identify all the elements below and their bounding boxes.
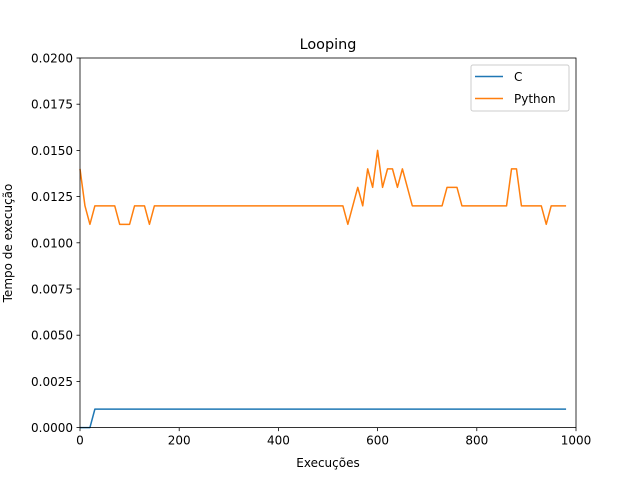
y-tick-label: 0.0075: [31, 283, 73, 297]
x-tick-label: 200: [168, 434, 191, 448]
x-axis: 0 200 400 600 800 1000: [76, 427, 592, 448]
y-tick-label: 0.0000: [31, 421, 73, 435]
x-tick-label: 1000: [561, 434, 592, 448]
y-tick-label: 0.0150: [31, 144, 73, 158]
x-tick-label: 800: [465, 434, 488, 448]
y-axis: 0.0000 0.0025 0.0050 0.0075 0.0100 0.0125 0.01…: [31, 52, 80, 435]
x-tick-label: 0: [76, 434, 84, 448]
y-tick-label: 0.0200: [31, 52, 73, 66]
x-axis-title: Execuções: [296, 456, 359, 470]
y-tick-label: 0.0050: [31, 329, 73, 343]
x-tick-label: 600: [366, 434, 389, 448]
y-tick-label: 0.0175: [31, 98, 73, 112]
y-tick-label: 0.0100: [31, 236, 73, 250]
chart-title: Looping: [300, 37, 357, 53]
y-tick-label: 0.0025: [31, 375, 73, 389]
series-line-c: [80, 408, 567, 429]
y-tick-label: 0.0125: [31, 190, 73, 204]
y-axis-title: Tempo de execução: [1, 184, 15, 304]
legend: C Python: [470, 64, 570, 112]
x-tick-label: 400: [267, 434, 290, 448]
series-layer: [79, 149, 567, 429]
legend-label-python: Python: [514, 92, 556, 106]
series-line-python: [79, 149, 567, 226]
legend-label-c: C: [514, 70, 522, 84]
